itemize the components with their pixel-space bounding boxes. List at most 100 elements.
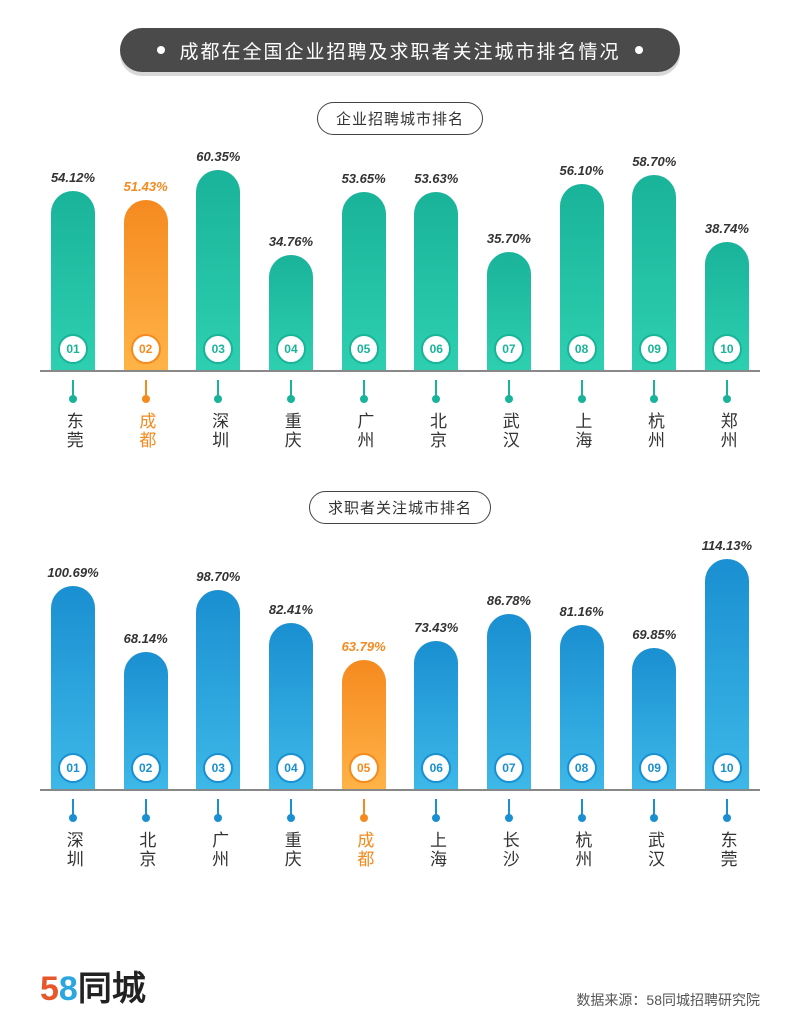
bar-column: 82.41% 04 [262, 602, 320, 789]
label-column: 杭州 [625, 380, 683, 453]
pin-stem [653, 380, 655, 396]
rank-badge: 08 [567, 753, 597, 783]
pin-dot [214, 814, 222, 822]
page-title: 成都在全国企业招聘及求职者关注城市排名情况 [179, 37, 620, 64]
bar-value: 53.63% [414, 171, 458, 186]
label-column: 上海 [407, 799, 465, 872]
pin-dot [723, 395, 731, 403]
pin-stem [581, 799, 583, 815]
bar-value: 81.16% [560, 604, 604, 619]
pin-dot [723, 814, 731, 822]
rank-badge: 09 [639, 753, 669, 783]
label-column: 广州 [335, 380, 393, 453]
chart2-section: 求职者关注城市排名 100.69%0168.14%0298.70%0382.41… [40, 491, 760, 872]
rank-badge: 08 [567, 334, 597, 364]
pin-dot [432, 814, 440, 822]
pin-dot [69, 814, 77, 822]
label-column: 东莞 [44, 380, 102, 453]
city-label: 成都 [136, 409, 156, 453]
bar-value: 63.79% [342, 639, 386, 654]
bar-column: 100.69%01 [44, 565, 102, 789]
pin-dot [505, 814, 513, 822]
city-label: 东莞 [717, 828, 737, 872]
label-column: 杭州 [553, 799, 611, 872]
pin-stem [72, 380, 74, 396]
bar-column: 56.10% 08 [553, 163, 611, 370]
bar-column: 34.76%04 [262, 234, 320, 370]
bar: 01 [51, 586, 95, 789]
pin-dot [505, 395, 513, 403]
bar-column: 54.12%01 [44, 170, 102, 370]
logo-digit-5: 5 [40, 970, 59, 1008]
footer: 58同城 数据来源：58同城招聘研究院 [40, 961, 760, 1010]
rank-badge: 02 [131, 334, 161, 364]
bar-column: 51.43% 02 [117, 179, 175, 370]
bar: 02 [124, 200, 168, 370]
bar-value: 58.70% [632, 154, 676, 169]
pin-stem [363, 799, 365, 815]
city-label: 广州 [209, 828, 229, 872]
pin-stem [290, 799, 292, 815]
city-label: 武汉 [644, 828, 664, 872]
city-label: 北京 [136, 828, 156, 872]
data-source: 数据来源：58同城招聘研究院 [576, 990, 760, 1010]
pin-stem [145, 799, 147, 815]
bar: 04 [269, 255, 313, 370]
city-label: 深圳 [63, 828, 83, 872]
city-label: 深圳 [209, 409, 229, 453]
bar: 03 [196, 170, 240, 370]
bar-column: 58.70% 09 [625, 154, 683, 370]
label-column: 东莞 [698, 799, 756, 872]
city-label: 长沙 [499, 828, 519, 872]
pin-dot [142, 814, 150, 822]
rank-badge: 02 [131, 753, 161, 783]
chart1-section: 企业招聘城市排名 54.12%01 51.43% 02 60.35% 03 34.76%0… [40, 102, 760, 453]
bar-column: 81.16% 08 [553, 604, 611, 789]
label-column: 武汉 [625, 799, 683, 872]
chart1-label: 企业招聘城市排名 [317, 102, 483, 135]
chart2-label: 求职者关注城市排名 [309, 491, 491, 524]
rank-badge: 04 [276, 334, 306, 364]
bar: 06 [414, 641, 458, 789]
pin-stem [363, 380, 365, 396]
bar-value: 56.10% [560, 163, 604, 178]
bar-value: 60.35% [196, 149, 240, 164]
chart2-bars: 100.69%0168.14%0298.70%0382.41%0463.79%0… [40, 538, 760, 791]
bar-column: 63.79%05 [335, 639, 393, 789]
rank-badge: 07 [494, 334, 524, 364]
rank-badge: 06 [421, 753, 451, 783]
chart1-labels: 东莞成都深圳重庆广州北京武汉上海杭州郑州 [40, 380, 760, 453]
pin-dot [287, 395, 295, 403]
pin-stem [145, 380, 147, 396]
rank-badge: 07 [494, 753, 524, 783]
city-label: 北京 [427, 409, 447, 453]
rank-badge: 03 [203, 334, 233, 364]
bar-column: 73.43%06 [407, 620, 465, 789]
city-label: 杭州 [644, 409, 664, 453]
pin-dot [360, 395, 368, 403]
bar-value: 82.41% [269, 602, 313, 617]
bar: 02 [124, 652, 168, 789]
chart2-labels: 深圳北京广州重庆成都上海长沙杭州武汉东莞 [40, 799, 760, 872]
bar: 03 [196, 590, 240, 789]
pin-stem [72, 799, 74, 815]
bar: 10 [705, 242, 749, 370]
label-column: 上海 [553, 380, 611, 453]
rank-badge: 10 [712, 334, 742, 364]
label-column: 长沙 [480, 799, 538, 872]
chart1-bars: 54.12%0151.43%0260.35%0334.76%0453.65%05… [40, 149, 760, 372]
pin-dot [578, 814, 586, 822]
bar-column: 69.85%09 [625, 627, 683, 789]
bar-column: 98.70%03 [189, 569, 247, 789]
pin-stem [435, 799, 437, 815]
rank-badge: 04 [276, 753, 306, 783]
bar: 07 [487, 252, 531, 370]
bar: 09 [632, 175, 676, 370]
city-label: 杭州 [572, 828, 592, 872]
label-column: 武汉 [480, 380, 538, 453]
bar-value: 51.43% [124, 179, 168, 194]
label-column: 北京 [407, 380, 465, 453]
logo-digit-8: 8 [59, 970, 78, 1008]
label-column: 重庆 [262, 380, 320, 453]
rank-badge: 05 [349, 334, 379, 364]
